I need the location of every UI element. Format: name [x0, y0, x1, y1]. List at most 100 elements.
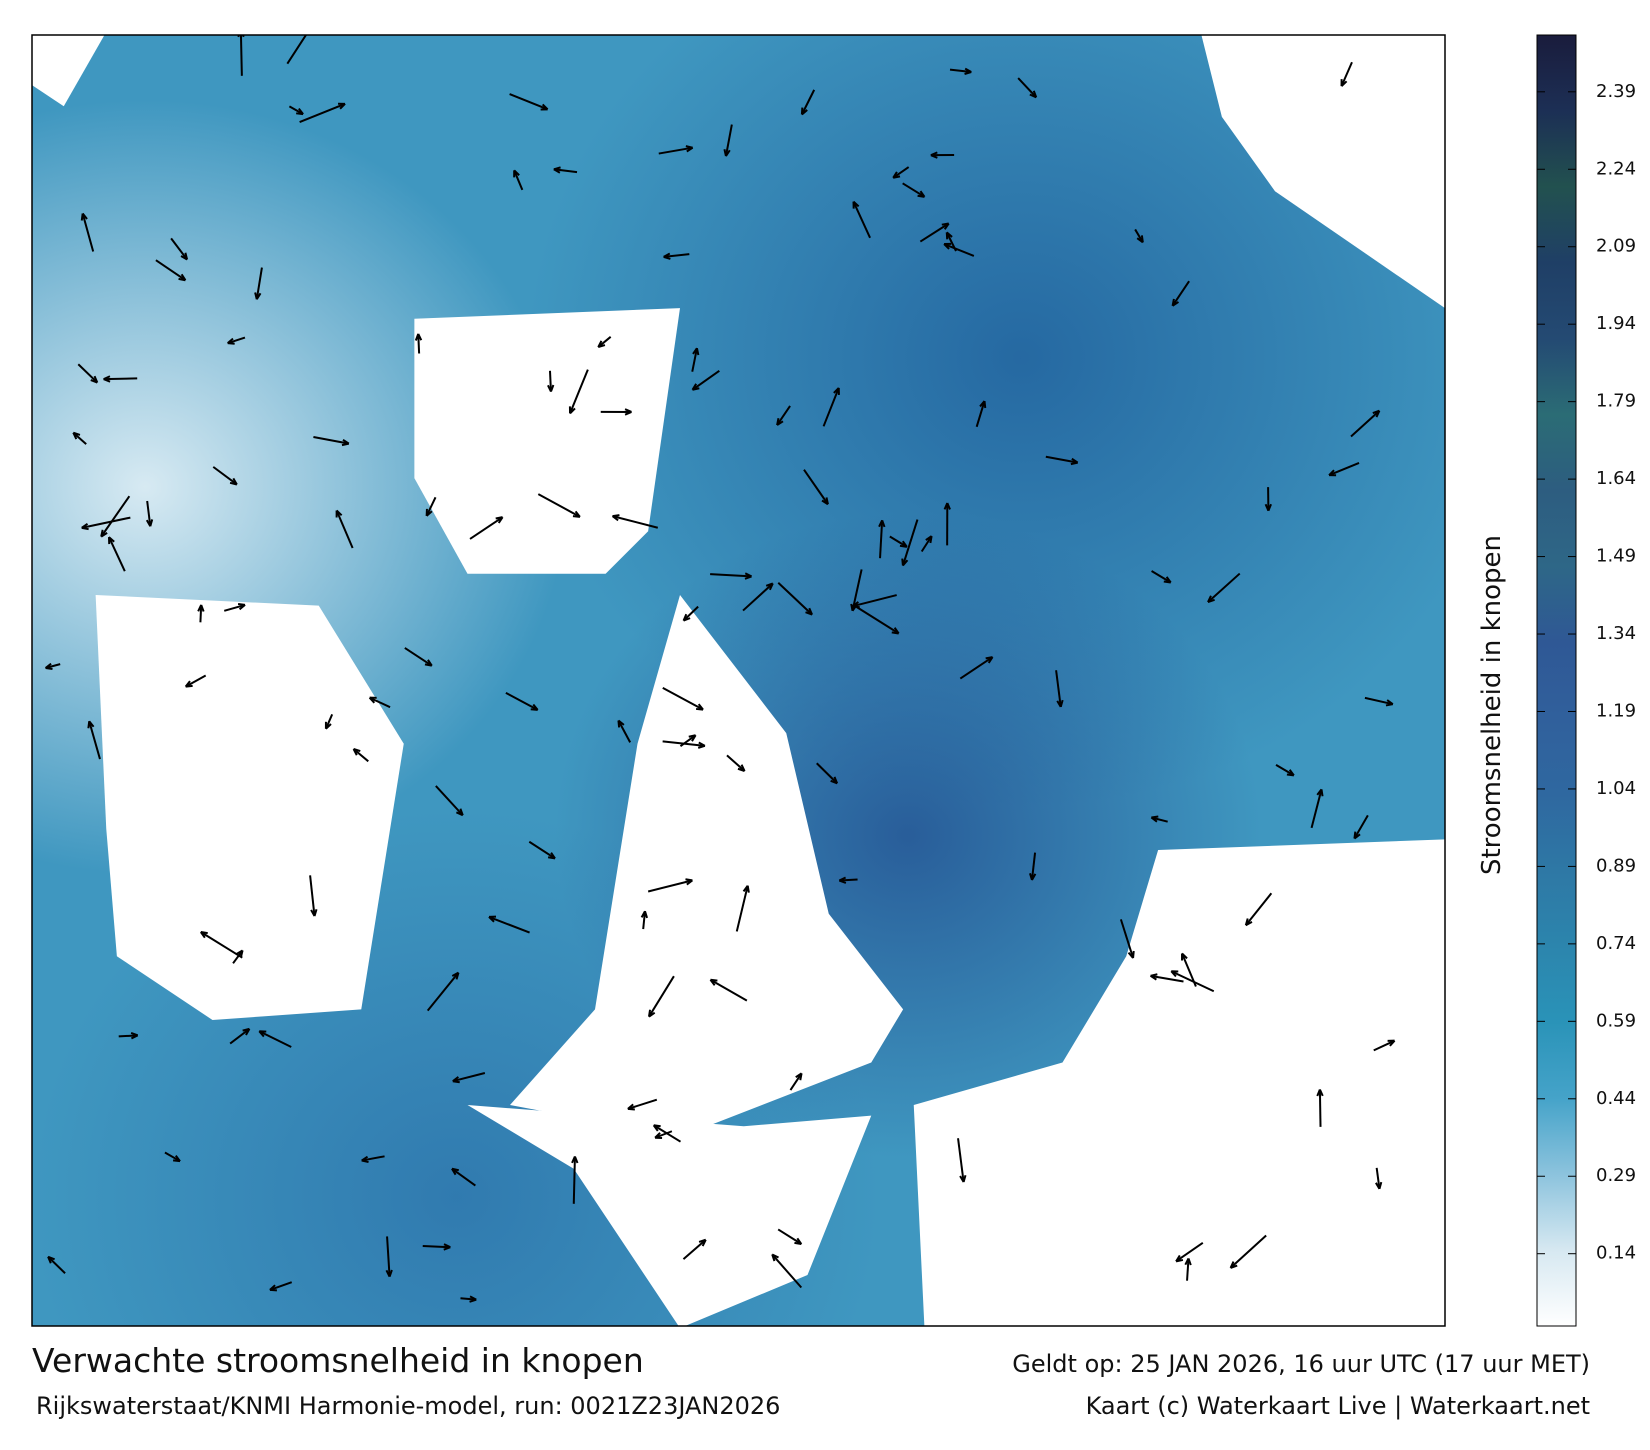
arrow-head: [765, 582, 774, 591]
colorbar-tick-label: 2.09: [1596, 236, 1636, 257]
current-arrow: [852, 594, 897, 608]
arrow-head: [852, 200, 860, 209]
current-arrow: [404, 647, 433, 667]
current-arrow: [648, 975, 675, 1018]
current-arrow: [155, 259, 186, 282]
current-arrow: [852, 201, 871, 239]
current-arrow: [647, 879, 693, 893]
current-arrow: [118, 1034, 138, 1038]
current-arrow: [72, 431, 87, 445]
arrow-head: [269, 1284, 277, 1292]
arrow-head: [571, 1156, 579, 1164]
arrow-head: [627, 1103, 635, 1111]
arrow-head: [1244, 918, 1253, 927]
arrow-head: [744, 572, 752, 580]
current-arrow: [146, 500, 152, 527]
current-arrow: [612, 515, 659, 529]
arrow-head: [899, 540, 908, 548]
colorbar-tick-label: 1.64: [1596, 468, 1636, 489]
arrow-head: [553, 166, 561, 174]
arrow-head: [90, 375, 99, 384]
arrow-head: [100, 529, 108, 538]
current-arrow: [856, 606, 900, 635]
colorbar-tick-label: 1.34: [1596, 623, 1636, 644]
arrow-head: [611, 514, 620, 522]
arrow-head: [443, 1243, 451, 1251]
current-arrow: [1229, 1234, 1267, 1269]
current-arrow: [889, 535, 908, 548]
current-arrow: [816, 762, 838, 785]
current-arrow: [1175, 1242, 1204, 1263]
current-arrow: [1275, 763, 1295, 777]
current-arrow: [299, 102, 346, 124]
current-arrow: [1364, 696, 1394, 706]
arrow-head: [979, 400, 987, 409]
current-arrow: [100, 495, 131, 538]
arrow-head: [1149, 973, 1158, 981]
current-arrow: [902, 182, 926, 198]
current-arrow: [103, 377, 138, 381]
current-arrow: [1245, 892, 1273, 926]
arrow-head: [495, 516, 504, 524]
arrow-head: [891, 627, 900, 635]
current-arrow: [505, 691, 539, 711]
arrow-head: [451, 1167, 460, 1176]
arrow-head: [930, 151, 938, 159]
arrow-head: [1372, 409, 1381, 418]
current-arrow: [710, 573, 752, 578]
current-arrow: [422, 1244, 451, 1249]
arrow-head: [338, 102, 346, 110]
map-frame: [31, 34, 1446, 1327]
arrow-head: [945, 231, 953, 240]
current-arrow: [662, 740, 706, 747]
arrow-head: [959, 1174, 967, 1183]
arrow-head: [1171, 298, 1180, 307]
current-arrow: [642, 911, 646, 930]
caption-source: Rijkswaterstaat/KNMI Harmonie-model, run…: [36, 1392, 780, 1420]
arrow-head: [597, 340, 606, 349]
arrow-head: [1127, 950, 1135, 959]
current-arrow: [255, 267, 263, 300]
current-arrow: [386, 1236, 391, 1277]
current-arrow: [662, 687, 704, 711]
current-arrow: [288, 105, 304, 115]
current-arrow: [452, 1072, 486, 1083]
current-arrow: [1328, 461, 1360, 477]
arrow-head: [943, 242, 952, 250]
arrow-head: [361, 1155, 369, 1164]
arrow-head: [1316, 1089, 1324, 1097]
current-arrow: [232, 949, 244, 964]
arrow-head: [227, 337, 235, 345]
current-arrow: [597, 336, 612, 348]
arrow-head: [1029, 90, 1038, 99]
arrow-head: [1264, 503, 1272, 512]
arrow-head: [1286, 769, 1295, 777]
current-arrow: [682, 605, 699, 622]
current-arrow: [361, 1155, 385, 1162]
arrow-head: [723, 149, 731, 157]
current-arrow: [509, 93, 548, 111]
current-arrow: [1151, 816, 1168, 823]
arrow-head: [80, 212, 88, 221]
current-arrow: [1055, 670, 1062, 708]
colorbar-tick-label: 0.59: [1596, 1010, 1636, 1031]
arrow-head: [197, 604, 205, 612]
current-arrow: [185, 674, 207, 688]
colorbar-tick-label: 2.24: [1596, 158, 1636, 179]
arrow-head: [547, 384, 555, 393]
arrow-head: [640, 910, 649, 919]
colorbar-tick-label: 0.29: [1596, 1165, 1636, 1186]
current-arrow: [513, 169, 524, 191]
current-arrow: [451, 1167, 476, 1187]
current-arrow: [81, 516, 131, 529]
current-arrow: [1340, 61, 1353, 87]
current-arrow: [949, 68, 972, 74]
arrow-head: [654, 1132, 663, 1139]
arrow-head: [771, 1253, 779, 1262]
arrow-head: [1163, 576, 1172, 584]
arrow-head: [698, 1238, 707, 1247]
arrow-head: [310, 909, 318, 917]
arrow-head: [1029, 872, 1037, 881]
current-arrow: [901, 519, 919, 566]
arrow-head: [309, 22, 315, 29]
